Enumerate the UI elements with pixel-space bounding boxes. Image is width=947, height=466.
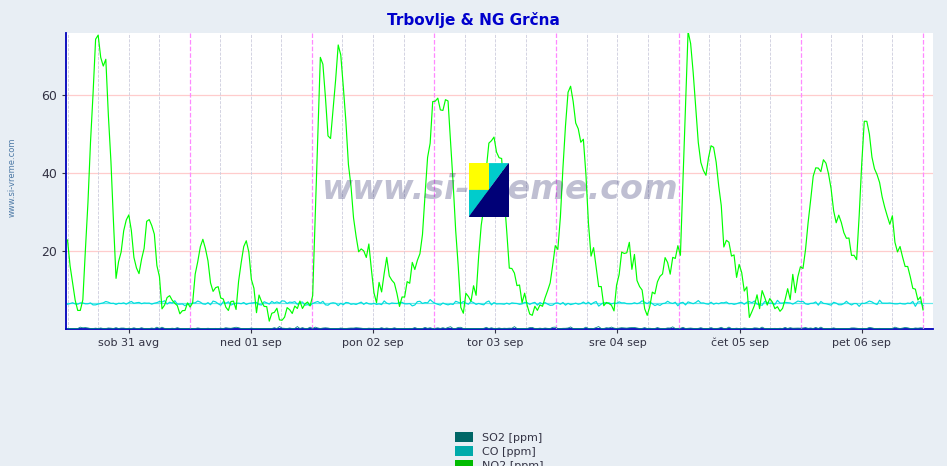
Polygon shape: [469, 190, 489, 217]
Polygon shape: [469, 163, 509, 217]
Polygon shape: [469, 190, 509, 217]
Polygon shape: [489, 163, 509, 217]
Bar: [489, 190, 509, 217]
Polygon shape: [469, 163, 509, 217]
Text: Trbovlje & NG Grčna: Trbovlje & NG Grčna: [387, 12, 560, 27]
Bar: [469, 163, 489, 190]
Bar: [469, 163, 489, 190]
Text: www.si-vreme.com: www.si-vreme.com: [8, 137, 17, 217]
Text: www.si-vreme.com: www.si-vreme.com: [321, 173, 678, 206]
